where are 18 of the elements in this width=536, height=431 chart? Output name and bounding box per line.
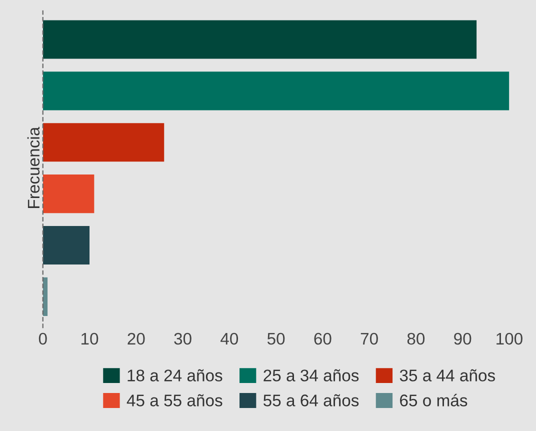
legend-label: 25 a 34 años bbox=[264, 369, 359, 382]
legend-label: 65 o más bbox=[400, 394, 468, 406]
x-tick-label: 70 bbox=[360, 332, 378, 345]
legend-label: 55 a 64 años bbox=[264, 394, 359, 406]
x-tick-label: 90 bbox=[454, 332, 472, 345]
x-tick-label: 30 bbox=[174, 332, 192, 345]
x-tick-label: 20 bbox=[128, 332, 145, 345]
x-tick-label: 0 bbox=[38, 332, 47, 345]
legend-label: 35 a 44 años bbox=[400, 369, 495, 382]
x-tick-label: 100 bbox=[496, 332, 522, 345]
legend-label: 18 a 24 años bbox=[128, 369, 222, 382]
x-tick-label: 10 bbox=[82, 332, 98, 345]
y-axis-title: Frecuencia bbox=[27, 126, 40, 208]
x-tick-label: 80 bbox=[407, 332, 425, 345]
x-tick-label: 60 bbox=[314, 332, 332, 345]
x-tick-label: 50 bbox=[267, 332, 285, 345]
x-tick-label: 40 bbox=[220, 332, 238, 345]
legend-label: 45 a 55 años bbox=[126, 394, 222, 406]
